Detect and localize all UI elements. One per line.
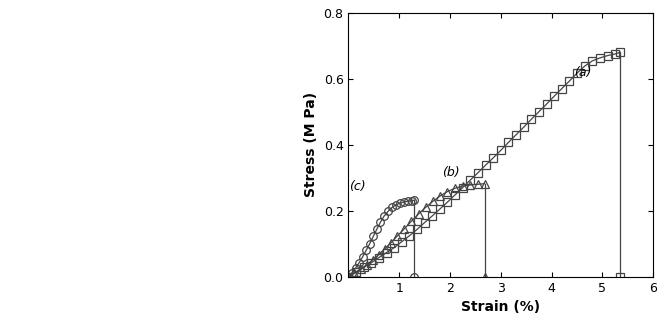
Text: (c): (c) [350, 180, 366, 192]
Text: (b): (b) [442, 166, 460, 179]
Text: (a): (a) [574, 66, 592, 79]
X-axis label: Strain (%): Strain (%) [461, 300, 541, 314]
Y-axis label: Stress (M Pa): Stress (M Pa) [304, 92, 318, 197]
